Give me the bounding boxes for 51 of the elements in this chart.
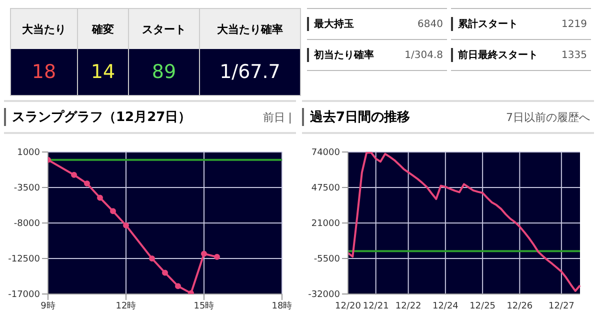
y-tick-label: -8000 (14, 219, 40, 230)
point (175, 283, 181, 290)
x-tick-label: 12/26 (506, 301, 533, 312)
text: 初当たり確率 (307, 48, 374, 62)
text: 累計スタート (451, 17, 518, 31)
text: 1335 (562, 50, 588, 60)
chart-title: スランプグラフ（12月27日） (4, 108, 192, 126)
x-tick-label: 12/27 (548, 301, 574, 312)
text: 1/304.8 (404, 50, 444, 60)
text: 7日以前の履歴へ (506, 110, 591, 124)
point (149, 256, 155, 262)
text: 89 (129, 49, 199, 95)
y-tick-label: 21000 (311, 219, 340, 230)
text: 1219 (562, 18, 588, 30)
x-tick-label: 12/24 (432, 301, 459, 312)
text: 前日 | (262, 110, 293, 124)
text: 14 (78, 49, 128, 95)
y-tick-label: 1000 (17, 148, 40, 158)
y-tick-label: -32000 (308, 290, 340, 300)
x-tick-label: 9時 (40, 300, 56, 312)
point (201, 250, 207, 257)
text: 大当たり確率 (200, 9, 300, 49)
y-tick-label: -5500 (314, 254, 340, 265)
x-tick-label: 18時 (272, 300, 292, 312)
y-tick-label: -12500 (8, 254, 40, 265)
text: 18 (11, 49, 77, 95)
y-tick-label: -3500 (14, 184, 40, 194)
point (110, 208, 116, 214)
point (71, 172, 77, 178)
text: 確変 (78, 9, 128, 49)
point (97, 194, 103, 201)
x-tick-label: 15時 (194, 300, 214, 312)
x-tick-label: 12/21 (362, 301, 389, 312)
text: スタート (129, 9, 199, 49)
x-tick-label: 12時 (116, 300, 136, 312)
point (84, 180, 90, 187)
x-tick-label: 12/20 (335, 301, 362, 312)
chart-title: 過去7日間の推移 (302, 108, 410, 126)
point (214, 254, 220, 260)
y-tick-label: 74000 (311, 148, 340, 158)
point (162, 270, 168, 276)
x-tick-label: 12/25 (470, 301, 496, 312)
text: 大当たり (11, 9, 77, 49)
x-tick-label: 12/22 (395, 301, 422, 312)
text: 最大持玉 (307, 17, 354, 31)
text: 1/67.7 (200, 49, 300, 95)
text: 前日最終スタート (451, 48, 538, 62)
y-tick-label: 47500 (311, 184, 340, 194)
point (123, 222, 129, 228)
y-tick-label: -17000 (8, 290, 40, 300)
text: 6840 (418, 18, 444, 30)
